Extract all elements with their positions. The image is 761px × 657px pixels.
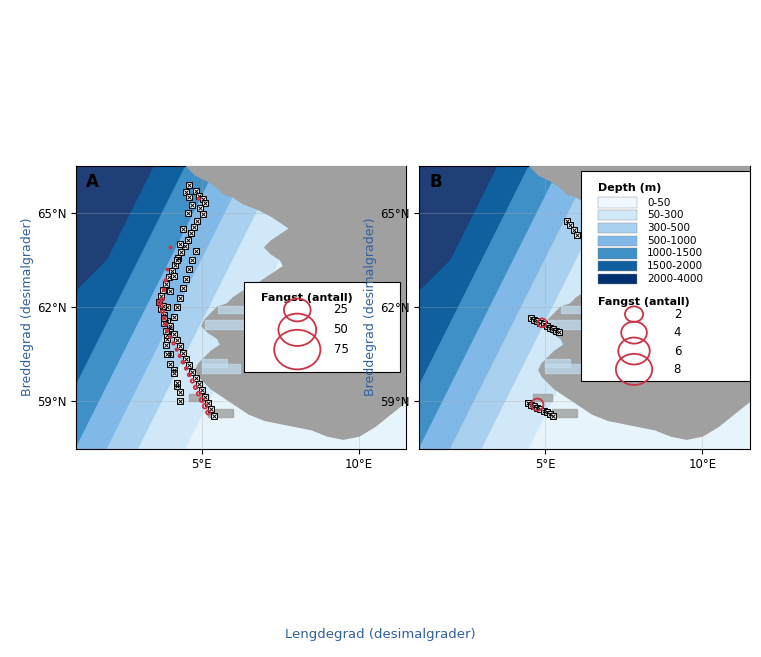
Polygon shape (189, 394, 209, 401)
Text: 2: 2 (673, 307, 681, 321)
Polygon shape (186, 166, 406, 449)
Polygon shape (482, 166, 671, 449)
Text: Depth (m): Depth (m) (597, 183, 661, 193)
FancyBboxPatch shape (597, 210, 638, 220)
Polygon shape (76, 166, 186, 386)
Text: 500-1000: 500-1000 (648, 236, 697, 246)
Polygon shape (530, 166, 750, 439)
Text: 8: 8 (673, 363, 681, 376)
Polygon shape (419, 166, 561, 449)
Polygon shape (202, 364, 240, 373)
Polygon shape (545, 359, 570, 367)
Polygon shape (186, 166, 406, 439)
Polygon shape (76, 166, 154, 292)
Text: 4: 4 (673, 326, 681, 339)
Text: B: B (429, 173, 442, 191)
Polygon shape (561, 306, 608, 313)
Polygon shape (549, 320, 602, 329)
Polygon shape (419, 166, 498, 292)
Text: Fangst (antall): Fangst (antall) (261, 293, 353, 303)
Polygon shape (202, 359, 227, 367)
Text: 50-300: 50-300 (648, 210, 683, 220)
Polygon shape (451, 166, 624, 449)
Polygon shape (76, 166, 249, 449)
Text: A: A (86, 173, 99, 191)
Polygon shape (107, 166, 281, 449)
Polygon shape (139, 166, 328, 449)
Text: 1500-2000: 1500-2000 (648, 261, 703, 271)
FancyBboxPatch shape (597, 197, 638, 208)
Polygon shape (419, 166, 530, 386)
Polygon shape (76, 166, 218, 449)
Text: 2000-4000: 2000-4000 (648, 274, 703, 284)
Y-axis label: Breddegrad (desimalgrader): Breddegrad (desimalgrader) (365, 218, 377, 396)
Text: Fangst (antall): Fangst (antall) (597, 297, 689, 307)
FancyBboxPatch shape (597, 261, 638, 271)
FancyBboxPatch shape (597, 223, 638, 233)
Text: 25: 25 (333, 304, 349, 317)
Text: 300-500: 300-500 (648, 223, 690, 233)
Text: 6: 6 (673, 344, 681, 357)
Polygon shape (209, 409, 234, 417)
Text: 0-50: 0-50 (648, 198, 670, 208)
Polygon shape (218, 306, 265, 313)
Text: 1000-1500: 1000-1500 (648, 248, 703, 258)
Polygon shape (530, 166, 750, 449)
FancyBboxPatch shape (597, 248, 638, 259)
FancyBboxPatch shape (244, 282, 400, 373)
Text: 75: 75 (333, 343, 349, 356)
Polygon shape (552, 409, 577, 417)
FancyBboxPatch shape (597, 274, 638, 284)
Polygon shape (533, 394, 552, 401)
FancyBboxPatch shape (581, 171, 750, 380)
Y-axis label: Breddegrad (desimalgrader): Breddegrad (desimalgrader) (21, 218, 34, 396)
Polygon shape (545, 364, 583, 373)
FancyBboxPatch shape (597, 236, 638, 246)
Polygon shape (205, 320, 259, 329)
Text: Lengdegrad (desimalgrader): Lengdegrad (desimalgrader) (285, 627, 476, 641)
Polygon shape (419, 166, 592, 449)
Text: 50: 50 (333, 323, 349, 336)
